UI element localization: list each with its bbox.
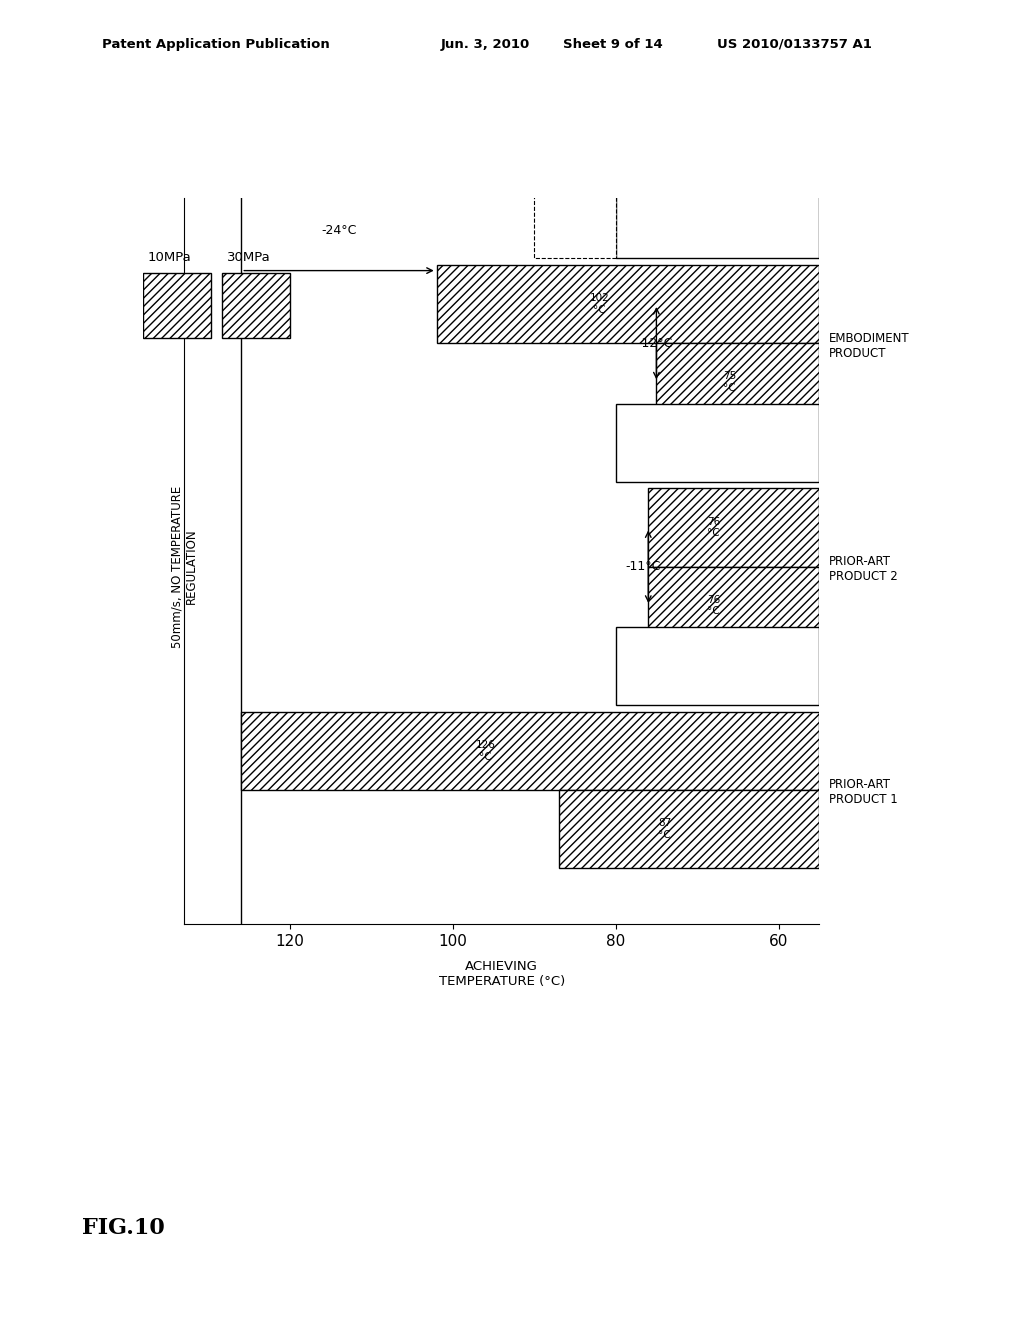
Text: 76
°C: 76 °C [707, 516, 720, 539]
Text: 87
°C: 87 °C [658, 818, 671, 840]
Bar [535, 180, 615, 259]
Bar [242, 711, 819, 789]
Text: 126
°C: 126 °C [475, 741, 496, 762]
Bar [559, 789, 819, 869]
X-axis label: ACHIEVING
TEMPERATURE (°C): ACHIEVING TEMPERATURE (°C) [438, 960, 565, 987]
Text: -12°C: -12°C [637, 337, 673, 350]
Bar [615, 180, 819, 259]
Text: Sheet 9 of 14: Sheet 9 of 14 [563, 37, 663, 50]
Text: 75
°C: 75 °C [723, 371, 736, 393]
Bar [222, 273, 290, 338]
Text: 30MPa: 30MPa [226, 251, 270, 264]
Text: US 2010/0133757 A1: US 2010/0133757 A1 [717, 37, 871, 50]
Bar [143, 273, 211, 338]
Text: -11°C: -11°C [625, 560, 660, 573]
Bar [615, 627, 819, 705]
Text: Patent Application Publication: Patent Application Publication [102, 37, 330, 50]
Text: Jun. 3, 2010: Jun. 3, 2010 [440, 37, 529, 50]
Text: 76
°C: 76 °C [707, 595, 720, 616]
Text: 10MPa: 10MPa [147, 251, 191, 264]
Text: FIG.10: FIG.10 [82, 1217, 165, 1239]
Bar [648, 488, 819, 566]
Bar [615, 404, 819, 482]
Text: -24°C: -24°C [322, 224, 356, 238]
Text: 102
°C: 102 °C [590, 293, 609, 315]
Bar [648, 566, 819, 644]
Bar [656, 343, 819, 421]
Text: 50mm/s, NO TEMPERATURE
REGULATION: 50mm/s, NO TEMPERATURE REGULATION [170, 486, 199, 648]
Bar [436, 265, 819, 343]
